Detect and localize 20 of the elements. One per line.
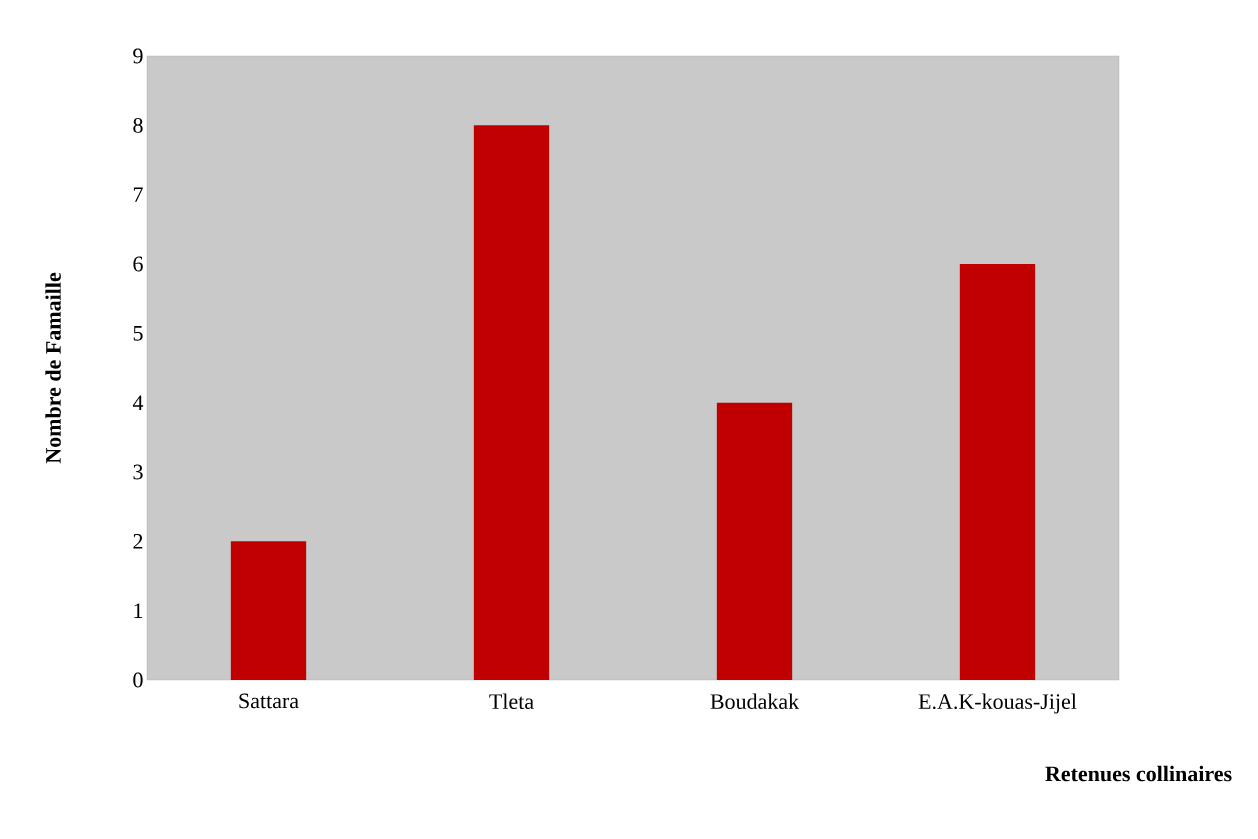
- bar: [959, 264, 1036, 680]
- x-axis-title: Retenues collinaires: [1045, 765, 1232, 782]
- bar: [473, 125, 550, 680]
- y-tick-label: 5: [133, 326, 143, 341]
- y-tick-label: 9: [133, 48, 143, 64]
- y-tick-label: 8: [133, 117, 143, 133]
- x-tick-label: Sattara: [239, 693, 299, 709]
- x-tick-label: Tleta: [489, 693, 534, 710]
- y-tick-label: 1: [134, 603, 143, 618]
- bar: [716, 402, 793, 680]
- y-tick-label: 2: [133, 534, 143, 549]
- y-tick-label: 7: [133, 187, 143, 202]
- x-tick-label: Boudakak: [710, 693, 800, 710]
- y-tick-label: 4: [132, 395, 144, 410]
- bar: [230, 541, 307, 680]
- y-axis-title: Nombre de Famaille: [45, 272, 61, 464]
- y-tick-label: 0: [133, 672, 143, 688]
- y-tick-label: 3: [133, 464, 143, 480]
- x-tick-label: E.A.K-kouas-Jijel: [918, 693, 1077, 714]
- y-tick-label: 6: [133, 256, 143, 272]
